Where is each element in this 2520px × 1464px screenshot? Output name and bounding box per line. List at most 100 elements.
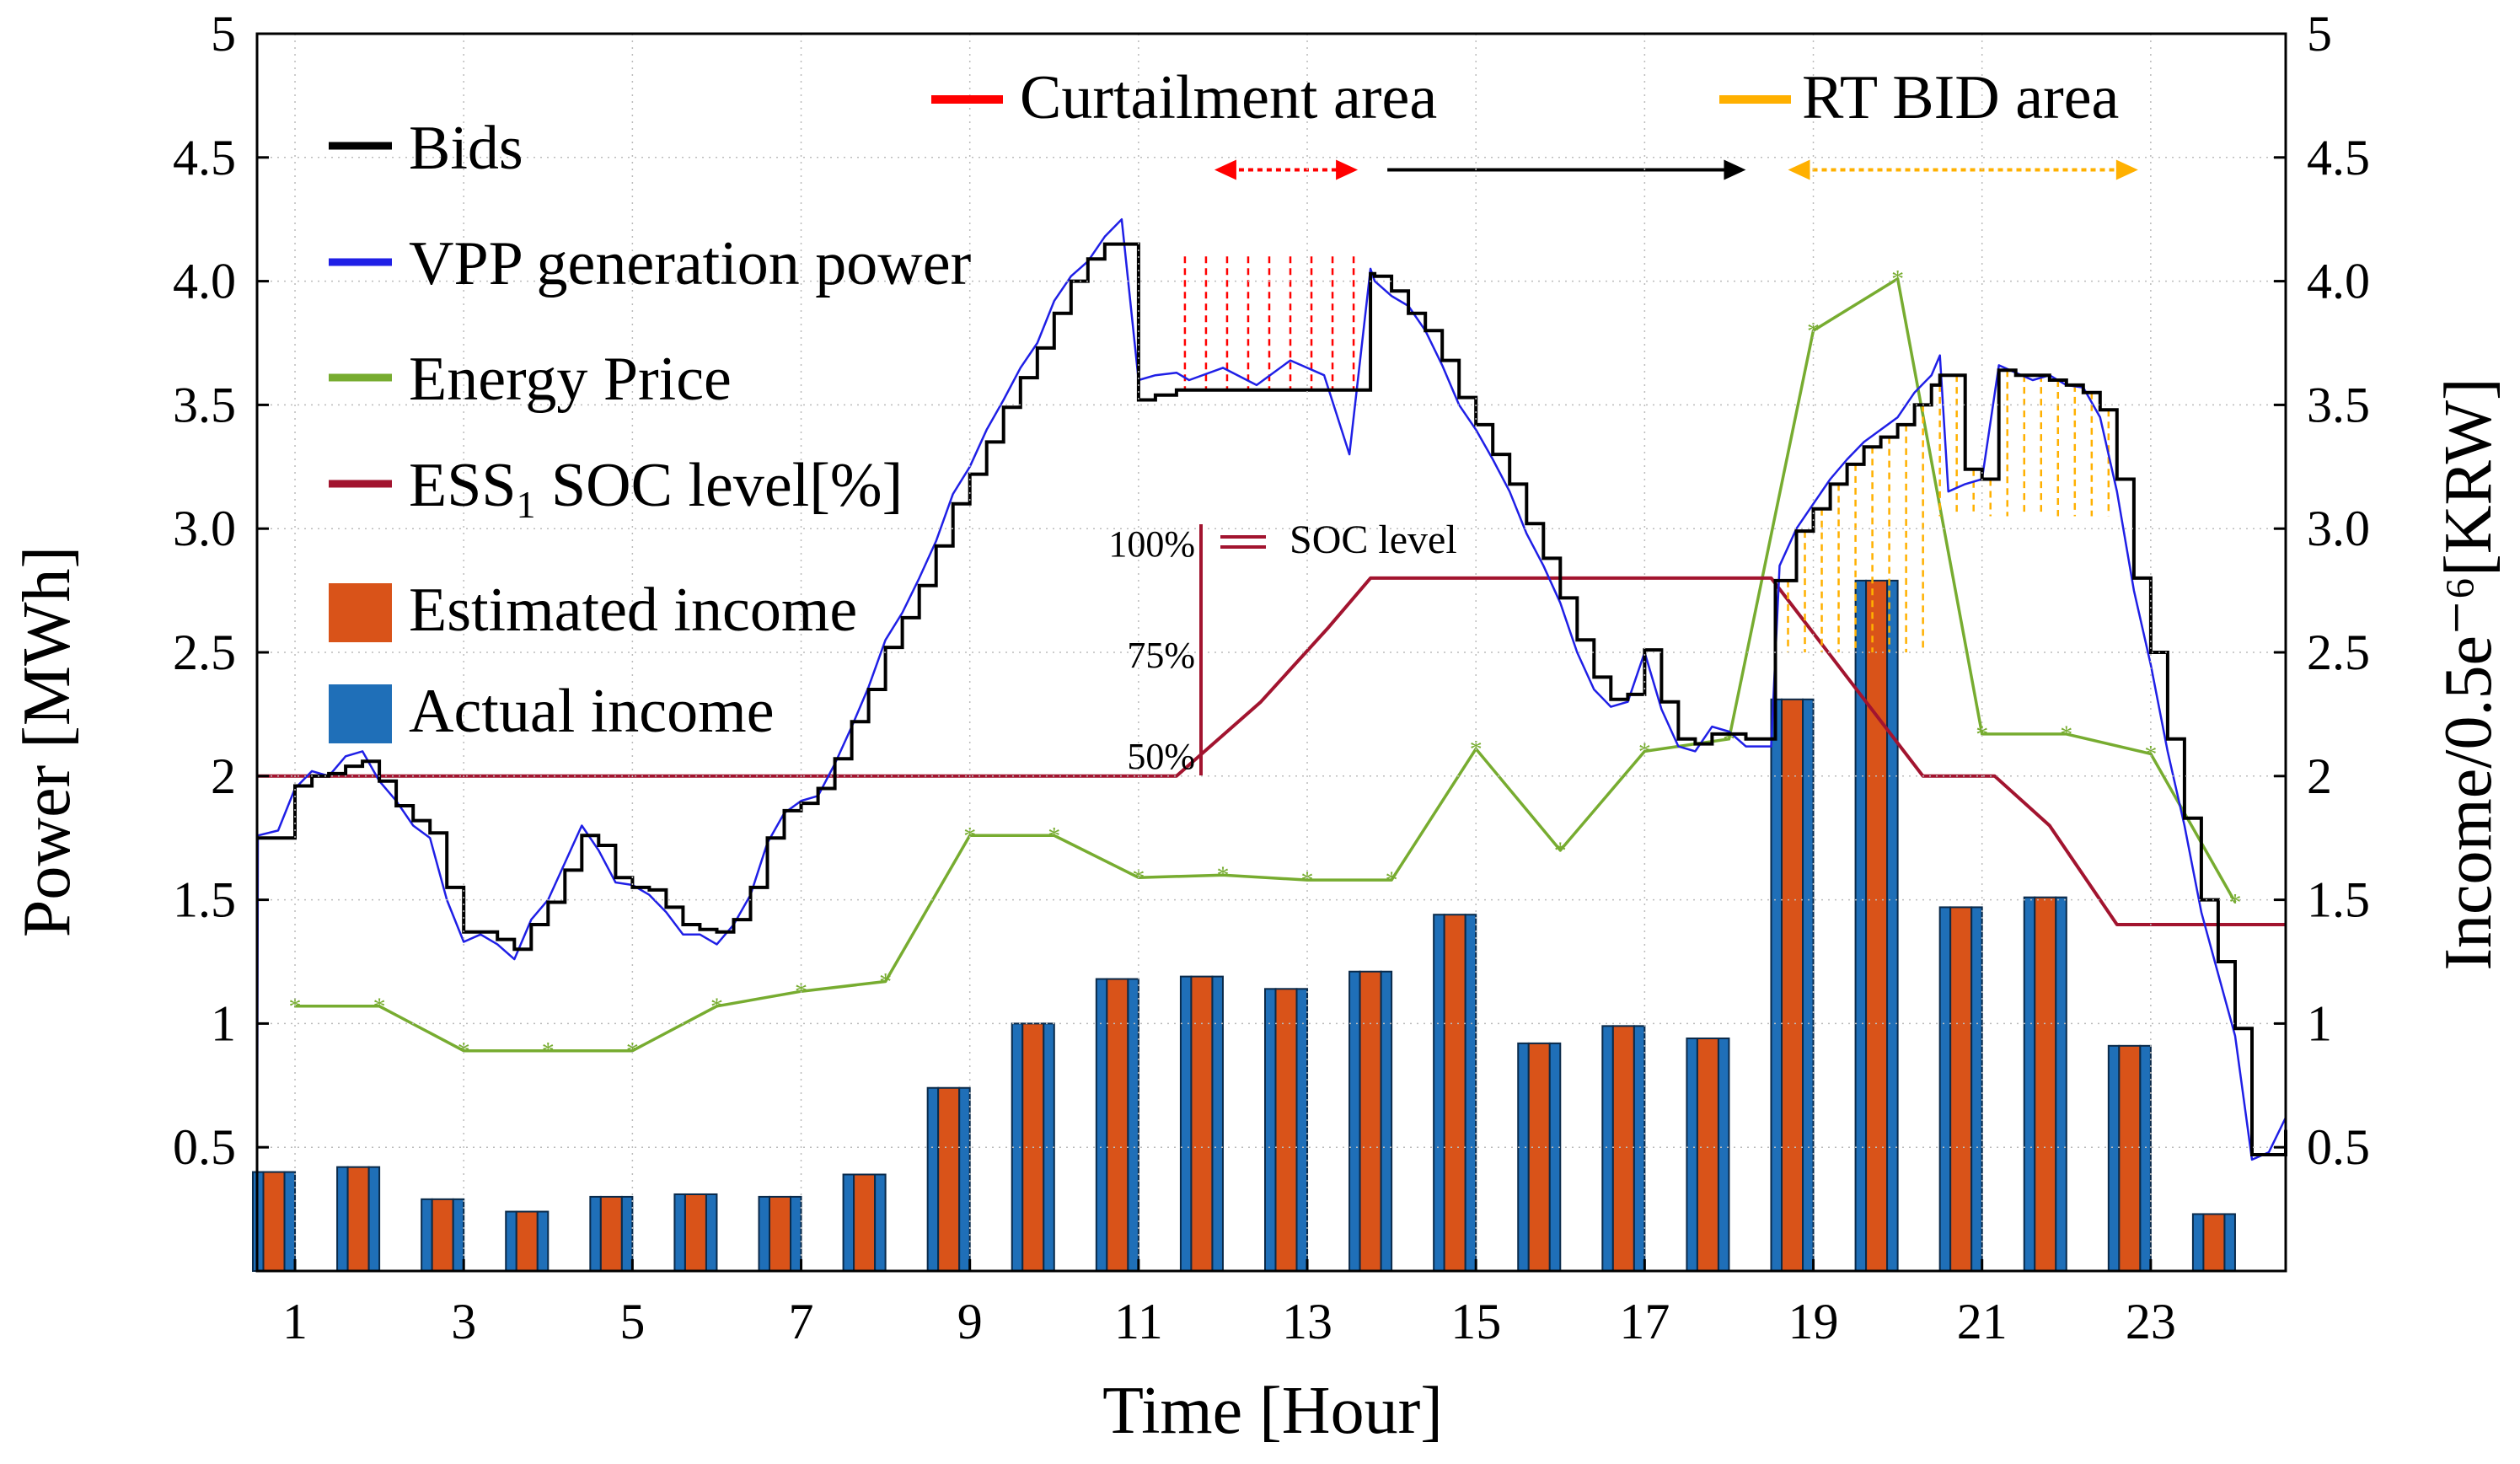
rt-bid-range-arrow-head bbox=[1788, 159, 1810, 180]
x-tick-label-7: 7 bbox=[789, 1294, 814, 1349]
bar-estimated-hour-20 bbox=[1865, 579, 1889, 1272]
bar-estimated-hour-9 bbox=[937, 1086, 961, 1272]
bar-estimated-hour-3 bbox=[431, 1198, 454, 1272]
bar-actual-left-hour-4 bbox=[505, 1210, 517, 1273]
y-right-tick-label-4: 4.0 bbox=[2307, 254, 2370, 309]
legend-label-soc-main: ESS bbox=[409, 451, 517, 520]
y-right-tick-label-0.5: 0.5 bbox=[2307, 1119, 2370, 1175]
y-left-tick-label-4: 4.0 bbox=[173, 254, 236, 309]
bar-actual-right-hour-2 bbox=[367, 1166, 381, 1272]
bar-estimated-hour-24 bbox=[2202, 1213, 2226, 1273]
rt-bid-range-arrow-head bbox=[2115, 159, 2138, 180]
bar-actual-left-hour-5 bbox=[589, 1195, 602, 1273]
x-tick-label-1: 1 bbox=[282, 1294, 308, 1349]
y-right-tick-label-3: 3.0 bbox=[2307, 501, 2370, 556]
bar-actual-right-hour-19 bbox=[1802, 698, 1815, 1272]
marker-energy-price-hour-17: * bbox=[1638, 737, 1651, 765]
bar-estimated-hour-5 bbox=[599, 1195, 623, 1273]
rt-bid-range-arrow bbox=[1788, 159, 2138, 180]
marker-energy-price-hour-16: * bbox=[1554, 837, 1567, 865]
x-tick-label-3: 3 bbox=[451, 1294, 476, 1349]
bar-actual-left-hour-14 bbox=[1348, 970, 1361, 1273]
legend-swatch-actual bbox=[329, 684, 392, 743]
marker-energy-price-hour-2: * bbox=[373, 993, 386, 1021]
bar-actual-right-hour-24 bbox=[2223, 1213, 2236, 1273]
bar-estimated-hour-14 bbox=[1359, 970, 1382, 1273]
y-axis-right-label: Income/0.5e⁻⁶[KRW] bbox=[2432, 378, 2506, 970]
x-tick-label-5: 5 bbox=[619, 1294, 645, 1349]
bar-actual-right-hour-11 bbox=[1127, 978, 1139, 1272]
bar-actual-right-hour-23 bbox=[2139, 1044, 2152, 1272]
bar-estimated-hour-17 bbox=[1611, 1025, 1635, 1273]
bar-actual-right-hour-3 bbox=[452, 1198, 465, 1272]
marker-energy-price-hour-14: * bbox=[1386, 866, 1398, 894]
bar-estimated-hour-11 bbox=[1106, 978, 1129, 1272]
legend-label-price: Energy Price bbox=[409, 345, 732, 414]
y-left-tick-label-0.5: 0.5 bbox=[173, 1119, 236, 1175]
bar-actual-right-hour-12 bbox=[1211, 975, 1224, 1272]
bar-estimated-hour-4 bbox=[515, 1210, 539, 1273]
y-right-tick-label-4.5: 4.5 bbox=[2307, 130, 2370, 185]
bar-estimated-hour-2 bbox=[346, 1166, 370, 1272]
rt-bid-label: RT BID area bbox=[1802, 63, 2119, 132]
bar-estimated-hour-15 bbox=[1443, 914, 1466, 1272]
marker-energy-price-hour-5: * bbox=[626, 1038, 639, 1065]
bar-actual-left-hour-2 bbox=[336, 1166, 349, 1272]
x-axis-label: Time [Hour] bbox=[1102, 1374, 1443, 1448]
curtailment-range-arrow bbox=[1214, 159, 1359, 180]
bar-estimated-hour-22 bbox=[2034, 896, 2057, 1272]
bar-actual-left-hour-24 bbox=[2191, 1213, 2205, 1273]
y-left-tick-label-3: 3.0 bbox=[173, 501, 236, 556]
bar-actual-right-hour-15 bbox=[1464, 914, 1477, 1272]
bar-actual-right-hour-21 bbox=[1970, 906, 1983, 1272]
bar-actual-right-hour-1 bbox=[283, 1171, 297, 1273]
x-tick-label-11: 11 bbox=[1114, 1294, 1163, 1349]
bar-actual-right-hour-14 bbox=[1380, 970, 1393, 1273]
bar-actual-right-hour-9 bbox=[958, 1086, 971, 1272]
bar-actual-left-hour-11 bbox=[1095, 978, 1108, 1272]
legend-label-bids: Bids bbox=[409, 114, 523, 183]
curtailment-range-arrow-head bbox=[1214, 159, 1236, 180]
bar-actual-left-hour-23 bbox=[2107, 1044, 2121, 1272]
shift-arrow bbox=[1387, 159, 1746, 180]
marker-energy-price-hour-9: * bbox=[963, 822, 976, 850]
bar-estimated-hour-6 bbox=[684, 1193, 707, 1273]
bar-actual-right-hour-6 bbox=[705, 1193, 718, 1273]
bar-actual-left-hour-3 bbox=[421, 1198, 433, 1272]
bar-actual-right-hour-17 bbox=[1633, 1025, 1646, 1273]
bar-actual-right-hour-22 bbox=[2055, 896, 2067, 1272]
bar-actual-right-hour-4 bbox=[536, 1210, 550, 1273]
x-tick-label-19: 19 bbox=[1788, 1294, 1839, 1349]
y-left-tick-label-2: 2 bbox=[211, 748, 236, 804]
bar-actual-right-hour-10 bbox=[1043, 1022, 1055, 1273]
x-tick-label-23: 23 bbox=[2126, 1294, 2176, 1349]
y-right-tick-label-2: 2 bbox=[2307, 748, 2332, 804]
marker-energy-price-hour-6: * bbox=[710, 993, 723, 1021]
x-tick-label-17: 17 bbox=[1619, 1294, 1670, 1349]
bar-estimated-hour-16 bbox=[1527, 1042, 1551, 1272]
marker-energy-price-hour-1: * bbox=[289, 993, 302, 1021]
bar-actual-left-hour-22 bbox=[2023, 896, 2036, 1272]
curtailment-range-arrow-head bbox=[1336, 159, 1359, 180]
legend-label-soc: ESS1 SOC level[%] bbox=[409, 451, 903, 526]
legend-swatch-estimated bbox=[329, 583, 392, 642]
bar-actual-right-hour-8 bbox=[874, 1173, 887, 1272]
marker-energy-price-hour-22: * bbox=[2060, 721, 2072, 748]
line-soc-level bbox=[257, 576, 2286, 926]
y-left-tick-label-4.5: 4.5 bbox=[173, 130, 236, 185]
x-tick-label-13: 13 bbox=[1282, 1294, 1332, 1349]
marker-energy-price-hour-20: * bbox=[1891, 265, 1904, 293]
legend: Bids VPP generation power Energy Price E… bbox=[329, 114, 971, 746]
bar-actual-left-hour-20 bbox=[1854, 579, 1868, 1272]
y-left-tick-label-1: 1 bbox=[211, 995, 236, 1051]
bar-actual-left-hour-9 bbox=[926, 1086, 940, 1272]
bar-estimated-hour-8 bbox=[853, 1173, 877, 1272]
bar-actual-left-hour-19 bbox=[1770, 698, 1783, 1272]
marker-energy-price-hour-23: * bbox=[2144, 740, 2157, 768]
marker-energy-price-hour-21: * bbox=[1976, 721, 1988, 748]
bar-estimated-hour-18 bbox=[1696, 1038, 1719, 1272]
bar-estimated-hour-1 bbox=[262, 1171, 286, 1273]
marker-energy-price-hour-10: * bbox=[1048, 822, 1060, 850]
